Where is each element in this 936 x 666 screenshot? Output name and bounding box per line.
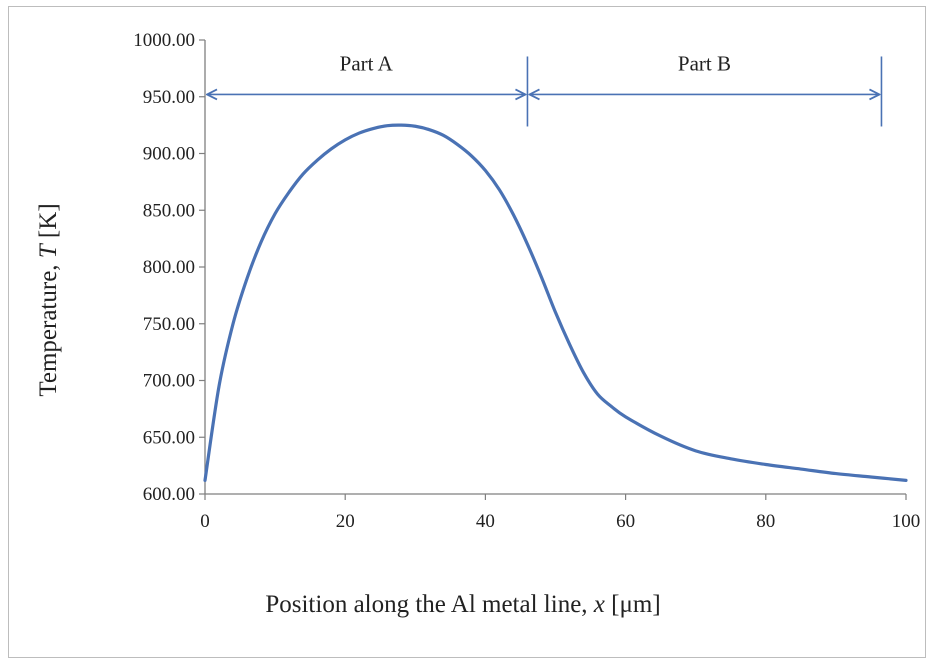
- x-tick-label: 100: [892, 511, 921, 532]
- x-tick-label: 20: [336, 511, 355, 532]
- y-tick-label: 700.00: [143, 371, 195, 392]
- chart-frame: [8, 6, 926, 658]
- x-axis-title: Position along the Al metal line, x [μm]: [265, 591, 660, 618]
- y-tick-label: 650.00: [143, 427, 195, 448]
- y-tick-label: 900.00: [143, 144, 195, 165]
- x-axis-ticks: 0 20 40 60 80 100: [200, 494, 920, 532]
- x-tick-label: 60: [616, 511, 635, 532]
- y-tick-label: 600.00: [143, 484, 195, 505]
- x-tick-label: 80: [756, 511, 775, 532]
- y-axis-ticks: 600.00 650.00 700.00 750.00 800.00 850.00 900.…: [133, 30, 205, 505]
- x-tick-label: 40: [476, 511, 495, 532]
- series-line-0: [203, 123, 908, 482]
- y-tick-label: 850.00: [143, 200, 195, 221]
- x-tick-label: 0: [200, 511, 210, 532]
- y-tick-label: 800.00: [143, 257, 195, 278]
- region-label-0: Part A: [340, 51, 394, 75]
- axes: [204, 40, 906, 495]
- y-axis-title: Temperature, T [K]: [35, 203, 62, 396]
- y-tick-label: 750.00: [143, 314, 195, 335]
- y-tick-label: 950.00: [143, 87, 195, 108]
- y-tick-label: 1000.00: [133, 30, 195, 51]
- region-label-1: Part B: [678, 51, 731, 75]
- series-layer: [203, 123, 908, 482]
- region-annotations: Part A Part B: [207, 51, 883, 127]
